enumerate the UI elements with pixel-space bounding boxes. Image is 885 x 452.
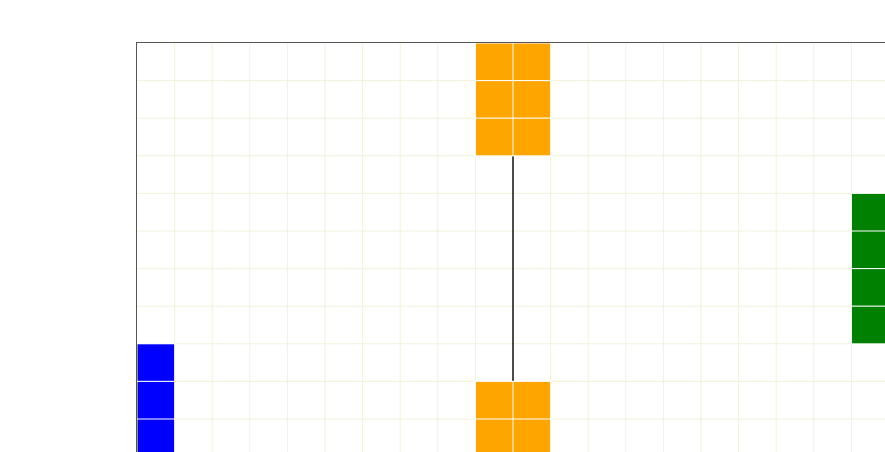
board-grid bbox=[137, 43, 885, 452]
orange-piece-top-cell[interactable] bbox=[474, 80, 514, 119]
green-piece-cell[interactable] bbox=[850, 305, 885, 345]
blue-piece-cell[interactable] bbox=[137, 343, 176, 382]
orange-piece-bottom-cell[interactable] bbox=[512, 380, 552, 420]
orange-piece-top-cell[interactable] bbox=[512, 117, 552, 157]
green-piece-cell[interactable] bbox=[850, 192, 885, 232]
orange-piece-top-cell[interactable] bbox=[474, 43, 514, 82]
orange-piece-bottom-cell[interactable] bbox=[474, 418, 514, 452]
green-piece-cell[interactable] bbox=[850, 230, 885, 270]
orange-piece-top-cell[interactable] bbox=[512, 43, 552, 82]
blue-piece-cell[interactable] bbox=[137, 418, 176, 452]
orange-piece-bottom-cell[interactable] bbox=[474, 380, 514, 420]
green-piece-cell[interactable] bbox=[850, 268, 885, 307]
orange-piece-bottom-cell[interactable] bbox=[512, 418, 552, 452]
game-board[interactable] bbox=[136, 42, 885, 452]
orange-piece-top-cell[interactable] bbox=[474, 117, 514, 157]
orange-piece-top-cell[interactable] bbox=[512, 80, 552, 119]
blue-piece-cell[interactable] bbox=[137, 380, 176, 420]
